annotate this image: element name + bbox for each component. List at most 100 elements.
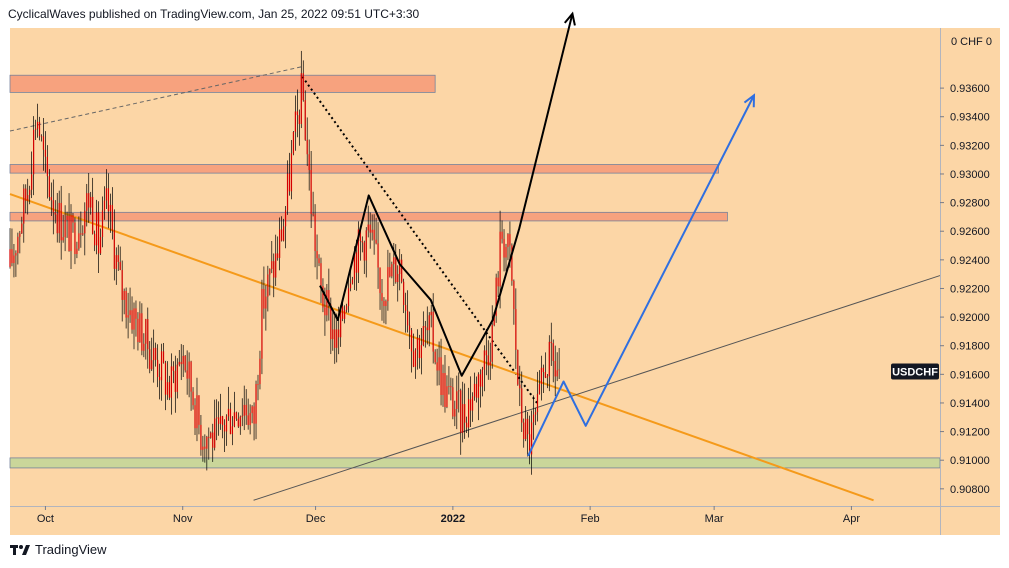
candle-body [304,100,306,140]
candle-body [54,212,56,215]
candle-body [513,280,515,310]
candle-body [381,293,383,301]
candle-body [371,229,373,233]
candle-body [279,229,281,258]
candle-body [395,257,397,283]
candle-body [218,417,220,424]
candle-body [255,384,257,424]
candle-body [42,136,45,150]
symbol-badge-label: USDCHF [892,366,938,378]
candle-body [164,362,167,395]
candle-body [324,307,326,316]
price-chart[interactable]: 0 CHF 0 0.93600 0.93400 0.93200 0.93000 0.92… [0,0,1009,540]
candle-body [153,347,155,361]
candle-body [296,111,298,116]
candle-body [540,367,543,385]
candle-body [80,233,82,235]
candle-body [519,384,521,389]
candle-body [290,153,293,192]
candle-body [33,129,35,175]
candle-body [546,376,548,378]
candle-body [208,436,210,438]
candle-body [316,251,318,259]
candle-body [121,270,123,300]
candle-body [90,196,92,208]
candle-body [221,416,224,426]
candle-body [308,154,310,171]
candle-body [253,406,255,424]
trendlines [9,66,941,502]
candle-body [257,384,259,385]
candle-body [475,383,478,398]
candle-body [377,243,379,268]
candle-body [440,357,442,395]
price-tick-label: 0.92000 [950,312,990,324]
candle-body [430,311,432,316]
candle-body [497,277,499,287]
candle-body [50,197,52,201]
candle-body [72,215,74,223]
candle-body [194,405,196,429]
candle-body [84,210,86,234]
candle-body [336,329,338,348]
candle-body [220,416,222,424]
candle-body [322,285,324,308]
candle-body [133,308,135,330]
candle-body [44,149,47,157]
candle-body [330,304,332,340]
candle-body [178,361,180,365]
candle-body [558,369,560,371]
symbol-badge: USDCHF [891,363,939,380]
candle-body [131,310,133,330]
candle-body [505,247,507,258]
candle-body [31,174,33,190]
candle-body [23,188,25,224]
price-zone [9,457,941,469]
candle-body [397,273,399,283]
candle-body [135,308,137,319]
candle-body [168,382,171,398]
candle-body [466,422,468,428]
publish-header: CyclicalWaves published on TradingView.c… [8,7,419,21]
candle-body [281,229,283,241]
candle-body [151,360,153,370]
trendline [9,193,874,502]
time-axis-bg[interactable] [10,507,1000,535]
candle-body [62,237,64,241]
candle-body [157,359,159,377]
candle-body [174,370,176,392]
candle-body [300,73,302,125]
candle-body [76,248,78,255]
candle-body [235,412,237,419]
price-axis-bg[interactable] [941,28,1000,506]
candle-body [147,319,149,350]
candle-body [367,224,369,231]
candle-body [237,418,239,427]
plot-area[interactable] [10,28,940,506]
candle-body [403,281,405,306]
candle-body [525,418,527,440]
candle-body [383,300,385,307]
candle-body [318,258,320,264]
candle-body [214,418,216,448]
candle-body [206,436,208,449]
candle-body [155,347,157,360]
candle-body [86,193,88,211]
price-zone [9,164,719,174]
candle-body [544,372,546,378]
candle-body [444,373,446,408]
candle-body [552,343,554,361]
candle-body [186,370,188,379]
candle-body [149,349,151,370]
candle-body [302,73,304,101]
candle-body [556,370,558,377]
candle-body [448,386,450,387]
candle-body [363,242,365,261]
candle-body [38,121,41,137]
candle-body [511,245,513,281]
candle-body [292,132,295,154]
candle-body [251,406,253,414]
candle-body [64,220,66,238]
candle-body [282,226,285,241]
currency-label: 0 CHF 0 [951,36,992,48]
